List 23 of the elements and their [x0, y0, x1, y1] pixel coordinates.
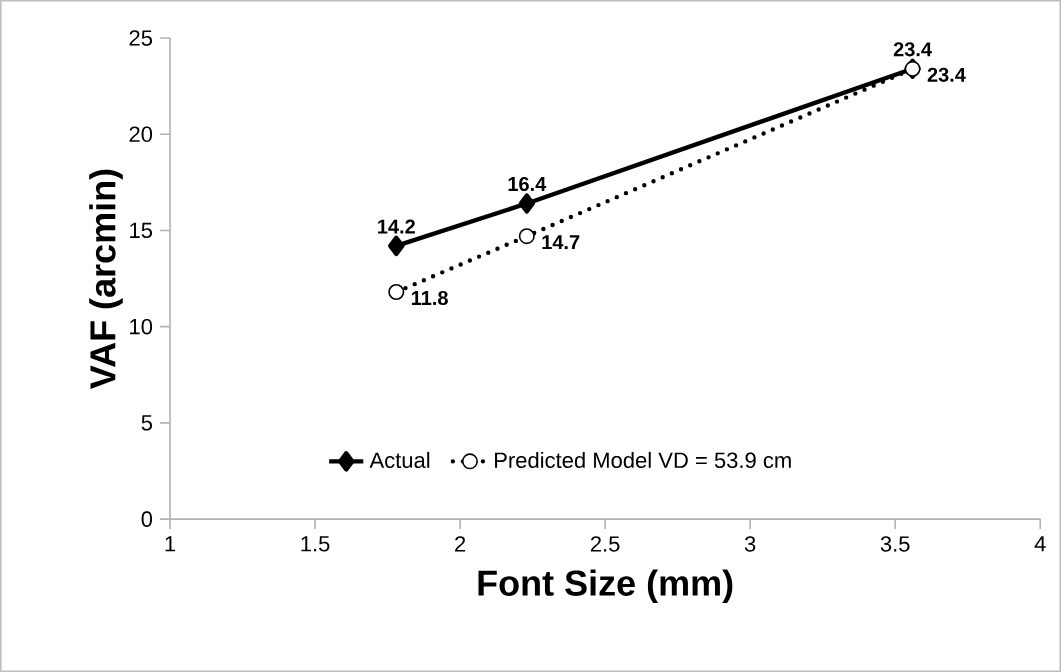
x-tick-label: 3	[744, 536, 756, 552]
data-label: 16.4	[508, 176, 547, 192]
y-tick-label: 0	[141, 511, 153, 527]
data-label: 14.7	[542, 235, 580, 250]
x-tick-label: 2	[455, 536, 466, 552]
x-tick-label: 4	[1034, 536, 1046, 552]
x-tick-label: 3.5	[880, 536, 910, 552]
x-tick-label: 2.5	[590, 536, 620, 552]
x-axis-title: Font Size (mm)	[478, 569, 733, 603]
data-label: 23.4	[893, 42, 932, 57]
x-tick-label: 1	[165, 536, 176, 552]
legend-label: Predicted Model VD = 53.9 cm	[495, 451, 791, 468]
y-tick-label: 20	[129, 126, 153, 142]
legend-label: Actual	[369, 451, 430, 468]
data-label: 14.2	[378, 219, 415, 234]
data-label: 11.8	[411, 290, 448, 306]
x-tick-label: 1.5	[301, 536, 330, 552]
y-tick-label: 5	[141, 415, 153, 431]
y-tick-label: 25	[129, 30, 153, 46]
y-axis-title: VAF (arcmin)	[89, 169, 123, 389]
y-tick-label: 10	[130, 318, 153, 335]
data-label: 23.4	[927, 67, 966, 82]
y-tick-label: 15	[130, 222, 153, 239]
